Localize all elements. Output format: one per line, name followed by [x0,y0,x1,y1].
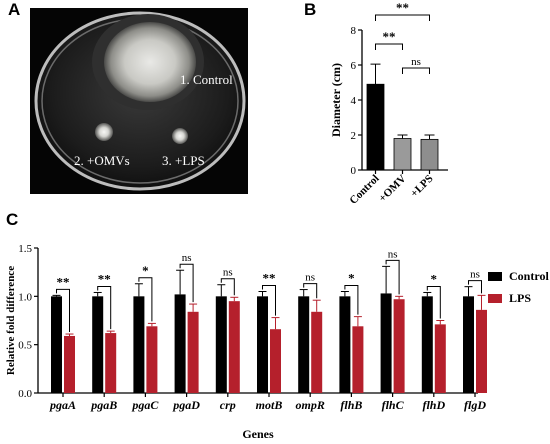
c-y-tick-label: 1.0 [18,291,32,303]
panel-label-c: C [6,210,19,229]
b-y-tick-label: 8 [351,25,357,37]
c-x-tick-label: flhB [340,398,362,412]
c-bar-control [339,296,351,393]
b-y-tick-label: 4 [351,95,357,107]
c-y-tick-label: 1.5 [18,243,32,255]
photo-label-control: 1. Control [180,72,233,87]
c-bar-lps [311,311,323,393]
c-x-tick-label: motB [256,398,283,412]
c-bar-lps [352,326,364,393]
c-significance-bracket [426,285,441,319]
c-bar-lps [64,335,75,393]
b-bar-1 [393,138,412,171]
c-bar-control [174,294,186,393]
c-bar-lps [187,311,199,393]
c-x-tick-label: flhD [422,398,445,412]
b-x-tick-label: Control [347,173,381,207]
c-significance-label: * [142,263,149,278]
c-bar-lps [105,333,117,393]
c-bar-control [92,296,104,393]
c-y-tick-label: 0.5 [18,340,32,352]
photo-label-lps: 3. +LPS [162,153,205,168]
c-bar-lps [146,326,158,393]
c-x-tick-label: pgaB [90,398,117,412]
c-bar-lps [270,329,281,393]
c-bar-lps [393,299,405,393]
c-significance-bracket [303,283,318,299]
c-y-tick-label: 0.0 [18,388,32,400]
c-bar-control [51,296,62,393]
c-significance-label: ns [305,272,315,284]
c-significance-bracket [385,259,400,295]
c-x-tick-label: crp [220,398,236,412]
b-y-tick-label: 2 [351,130,357,142]
c-significance-label: ** [98,271,111,286]
c-significance-bracket [56,288,70,333]
b-significance-label: ** [396,0,409,15]
b-significance-bracket [375,14,430,21]
b-y-tick-label: 0 [351,165,357,177]
c-legend-label: Control [509,269,549,283]
c-bar-control [421,296,433,393]
c-significance-bracket [97,285,112,330]
c-bar-control [257,296,268,393]
b-x-tick-label: +OMV [377,173,409,205]
c-x-tick-label: pgaA [49,398,76,412]
b-bar-2 [420,138,439,171]
b-y-tick-label: 6 [351,60,357,72]
b-significance-bracket [402,67,430,74]
c-significance-bracket [468,280,482,294]
c-bar-control [380,293,392,393]
c-legend-swatch-control [488,272,502,281]
c-legend-swatch-lps [488,294,502,303]
c-significance-label: ** [263,271,276,286]
c-bar-control [215,296,227,393]
c-legend-label: LPS [509,291,531,305]
chart-b: 0 2 4 6 8 Diameter (cm) Control+OMV +LPS ** ns ** [329,0,448,207]
c-significance-bracket [262,285,276,316]
b-significance-label: ns [411,56,421,68]
b-significance-label: ** [383,29,396,44]
panel-label-b: B [304,0,317,19]
c-significance-label: ns [388,248,398,260]
c-bar-control [133,296,145,393]
photo-label-omvs: 2. +OMVs [74,153,130,168]
c-significance-label: ns [470,269,480,281]
c-bar-lps [434,324,446,393]
b-x-tick-label: +LPS [408,173,435,200]
c-significance-bracket [220,278,235,296]
plate-photo [30,8,248,194]
c-significance-bracket [179,263,194,303]
control-colony [104,22,196,102]
c-significance-label: ns [182,252,192,264]
c-x-axis-label: Genes [242,427,274,441]
c-bar-control [298,296,310,393]
c-significance-label: ** [57,274,70,289]
c-bar-control [463,296,474,393]
c-y-axis-label: Relative fold difference [5,266,17,375]
c-x-tick-label: flgD [464,398,486,412]
c-x-tick-label: ompR [296,398,325,412]
lps-colony [172,128,188,144]
c-bar-lps [228,301,240,393]
c-x-tick-label: flhC [382,398,405,412]
b-y-axis-label: Diameter (cm) [329,63,343,137]
c-significance-label: ns [223,267,233,279]
c-bar-lps [476,309,487,393]
panel-label-a: A [8,0,21,19]
b-significance-bracket [375,43,403,50]
b-bar-0 [366,83,385,171]
c-significance-bracket [138,277,153,322]
c-significance-label: * [431,271,438,286]
c-x-tick-label: pgaC [131,398,159,412]
c-significance-bracket [344,285,359,315]
omv-colony [95,123,113,141]
c-significance-label: * [348,271,355,286]
c-x-tick-label: pgaD [172,398,200,412]
